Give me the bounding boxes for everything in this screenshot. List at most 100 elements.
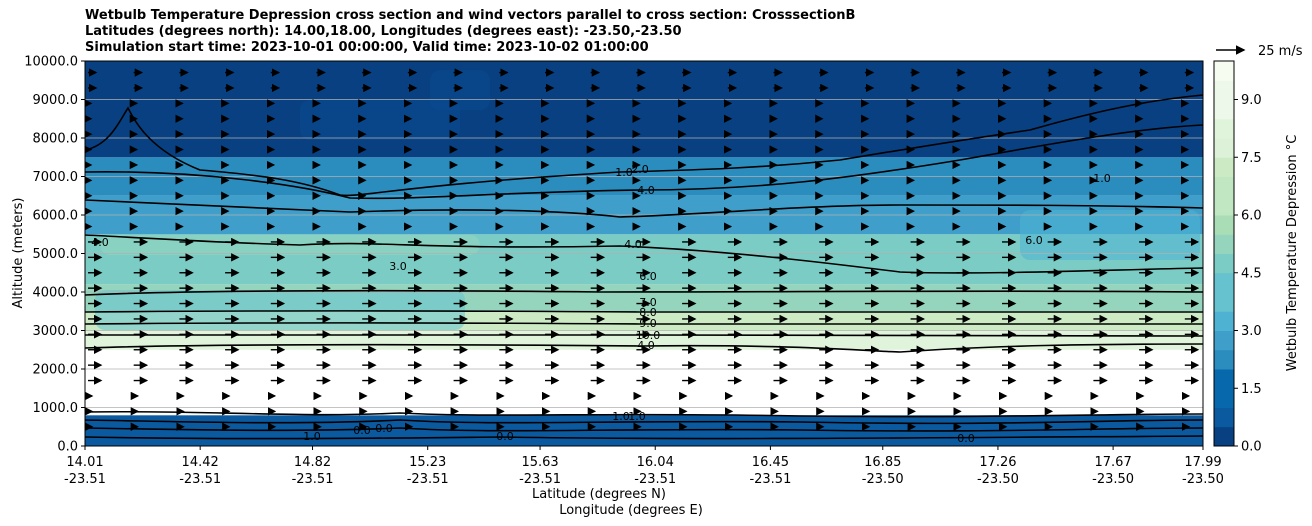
x-axis-label-latitude: Latitude (degrees N) xyxy=(532,487,666,502)
x-tick-label-lat: 15.23 xyxy=(409,455,446,470)
contour-label: 3.0 xyxy=(389,260,407,273)
colorbar-swatch xyxy=(1214,330,1234,351)
colorbar: 0.0 1.5 3.0 4.5 6.0 7.5 9.0 xyxy=(1213,60,1262,455)
contour-label: 4.0 xyxy=(91,236,109,249)
x-tick-label-lat: 14.01 xyxy=(66,455,103,470)
y-tick-label: 10000.0 xyxy=(24,55,78,70)
contour-label: 0.0 xyxy=(375,422,393,435)
contour-line xyxy=(85,234,1203,274)
contour-label: 0.0 xyxy=(957,432,975,445)
x-tick-label-lat: 17.26 xyxy=(979,455,1016,470)
x-tick-label-lat: 16.45 xyxy=(752,455,789,470)
colorbar-swatch xyxy=(1214,272,1234,293)
y-tick-label: 6000.0 xyxy=(33,209,79,224)
contour-patch xyxy=(430,70,490,110)
x-tick-label-lat: 17.67 xyxy=(1095,455,1132,470)
contour-label: 4.0 xyxy=(637,339,655,352)
x-tick-label-lat: 16.04 xyxy=(637,455,674,470)
colorbar-swatch xyxy=(1214,407,1234,428)
y-tick-label: 0.0 xyxy=(57,440,78,455)
colorbar-swatch xyxy=(1214,215,1234,235)
contour-line xyxy=(85,94,1203,197)
contour-label: 0.0 xyxy=(496,430,514,443)
x-tick-label-lon: -23.51 xyxy=(407,472,449,487)
contour-line xyxy=(85,124,1203,200)
contour-band xyxy=(85,349,1203,416)
colorbar-label: Wetbulb Temperature Depression °C xyxy=(1285,135,1300,372)
colorbar-tick-label: 7.5 xyxy=(1241,151,1262,166)
contour-label: 1.0 xyxy=(612,410,630,423)
quiver-key-label: 25 m/s xyxy=(1258,44,1303,59)
contour-line xyxy=(85,343,1203,353)
chart-title: Wetbulb Temperature Depression cross sec… xyxy=(85,8,855,56)
colorbar-swatch xyxy=(1214,157,1234,177)
x-tick-label-lon: -23.51 xyxy=(519,472,561,487)
contour-label: 10.0 xyxy=(636,329,661,342)
colorbar-swatch xyxy=(1214,426,1234,447)
contour-label: 1.0 xyxy=(303,430,321,443)
colorbar-tick-label: 6.0 xyxy=(1241,209,1262,224)
colorbar-tick-label: 1.5 xyxy=(1241,382,1262,397)
x-tick-label-lat: 16.85 xyxy=(864,455,901,470)
colorbar-swatch xyxy=(1214,388,1234,408)
colorbar-frame xyxy=(1213,60,1235,447)
contour-label: 1.0 xyxy=(628,410,646,423)
y-axis: 0.0 1000.0 2000.0 3000.0 4000.0 5000.0 6000.0 7… xyxy=(24,55,85,455)
x-tick-label-lon: -23.51 xyxy=(179,472,221,487)
x-tick-label-lat: 15.63 xyxy=(521,455,558,470)
y-tick-label: 2000.0 xyxy=(33,363,79,378)
colorbar-tick-label: 3.0 xyxy=(1241,324,1262,339)
contour-line xyxy=(85,435,1203,440)
colorbar-swatch xyxy=(1214,253,1234,274)
colorbar-swatch xyxy=(1214,311,1234,331)
contour-label: 1.0 xyxy=(615,166,633,179)
colorbar-swatch xyxy=(1214,195,1234,216)
contour-label: 8.0 xyxy=(639,306,657,319)
contour-band xyxy=(85,61,1203,158)
wind-vectors xyxy=(85,68,1200,431)
y-tick-label: 3000.0 xyxy=(33,324,79,339)
y-axis-label: Altitude (meters) xyxy=(11,198,26,309)
x-tick-label-lon: -23.51 xyxy=(292,472,334,487)
x-tick-label-lon: -23.51 xyxy=(634,472,676,487)
contour-patch xyxy=(300,100,460,140)
colorbar-swatch xyxy=(1214,369,1234,389)
colorbar-swatch xyxy=(1214,61,1234,81)
contour-line xyxy=(85,199,1203,218)
contour-label: 4.0 xyxy=(637,184,655,197)
contour-label: 6.0 xyxy=(639,270,657,283)
colorbar-swatch xyxy=(1214,176,1234,197)
title-line-2: Latitudes (degrees north): 14.00,18.00, … xyxy=(85,24,682,39)
contour-label: 4.0 xyxy=(624,238,642,251)
contour-label: 1.0 xyxy=(1093,172,1111,185)
x-axis: 14.01 -23.51 14.42 -23.51 14.82 -23.51 15.23 -2… xyxy=(64,446,1224,487)
contour-label: 9.0 xyxy=(639,317,657,330)
contour-label: 2.0 xyxy=(631,163,649,176)
contour-label: 7.0 xyxy=(639,296,657,309)
colorbar-tick-label: 0.0 xyxy=(1241,440,1262,455)
contour-line xyxy=(85,419,1203,425)
y-tick-label: 1000.0 xyxy=(33,401,79,416)
colorbar-swatch xyxy=(1214,234,1234,254)
colorbar-swatch xyxy=(1214,292,1234,312)
x-tick-label-lat: 17.99 xyxy=(1184,455,1221,470)
title-line-1: Wetbulb Temperature Depression cross sec… xyxy=(85,8,856,23)
x-tick-label-lat: 14.82 xyxy=(294,455,331,470)
colorbar-tick-label: 9.0 xyxy=(1241,93,1262,108)
y-tick-label: 4000.0 xyxy=(33,286,79,301)
contour-labels: 1.02.04.04.06.07.08.09.010.04.03.06.04.0… xyxy=(91,163,1111,445)
x-tick-label-lon: -23.50 xyxy=(862,472,904,487)
quiver-key: 25 m/s xyxy=(1216,44,1303,59)
y-tick-label: 5000.0 xyxy=(33,247,79,262)
y-tick-label: 8000.0 xyxy=(33,132,79,147)
contour-label: 6.0 xyxy=(1025,234,1043,247)
x-tick-label-lat: 14.42 xyxy=(182,455,219,470)
colorbar-swatch xyxy=(1214,99,1234,120)
x-tick-label-lon: -23.50 xyxy=(1092,472,1134,487)
colorbar-swatch xyxy=(1214,80,1234,100)
x-tick-label-lon: -23.50 xyxy=(1182,472,1224,487)
title-line-3: Simulation start time: 2023-10-01 00:00:… xyxy=(85,40,649,55)
contour-label: 0.0 xyxy=(353,424,371,437)
contour-patch xyxy=(1020,210,1200,260)
